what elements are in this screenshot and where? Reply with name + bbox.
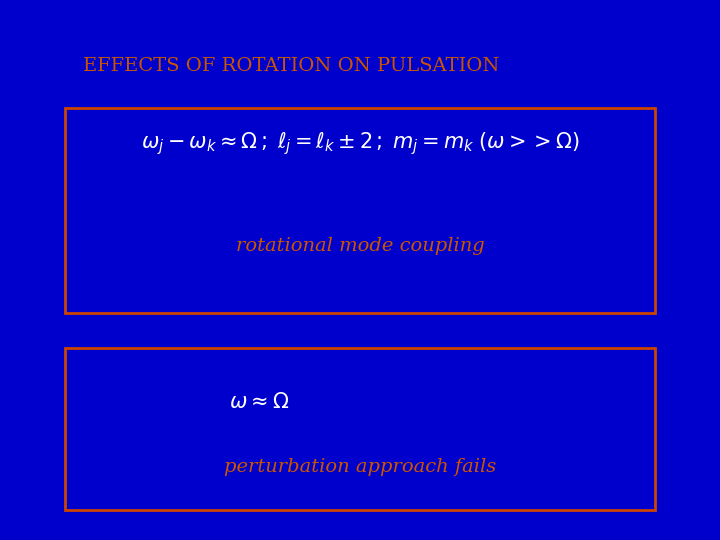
FancyBboxPatch shape [65,348,655,510]
Text: EFFECTS OF ROTATION ON PULSATION: EFFECTS OF ROTATION ON PULSATION [83,57,499,75]
Text: rotational mode coupling: rotational mode coupling [235,237,485,255]
Text: $\omega_j - \omega_k \approx \Omega\,;\;\ell_j = \ell_k \pm 2\,;\;m_j = m_k\;(\o: $\omega_j - \omega_k \approx \Omega\,;\;… [140,130,580,157]
FancyBboxPatch shape [65,108,655,313]
Text: perturbation approach fails: perturbation approach fails [224,458,496,476]
Text: $\omega \approx \Omega$: $\omega \approx \Omega$ [229,392,289,413]
